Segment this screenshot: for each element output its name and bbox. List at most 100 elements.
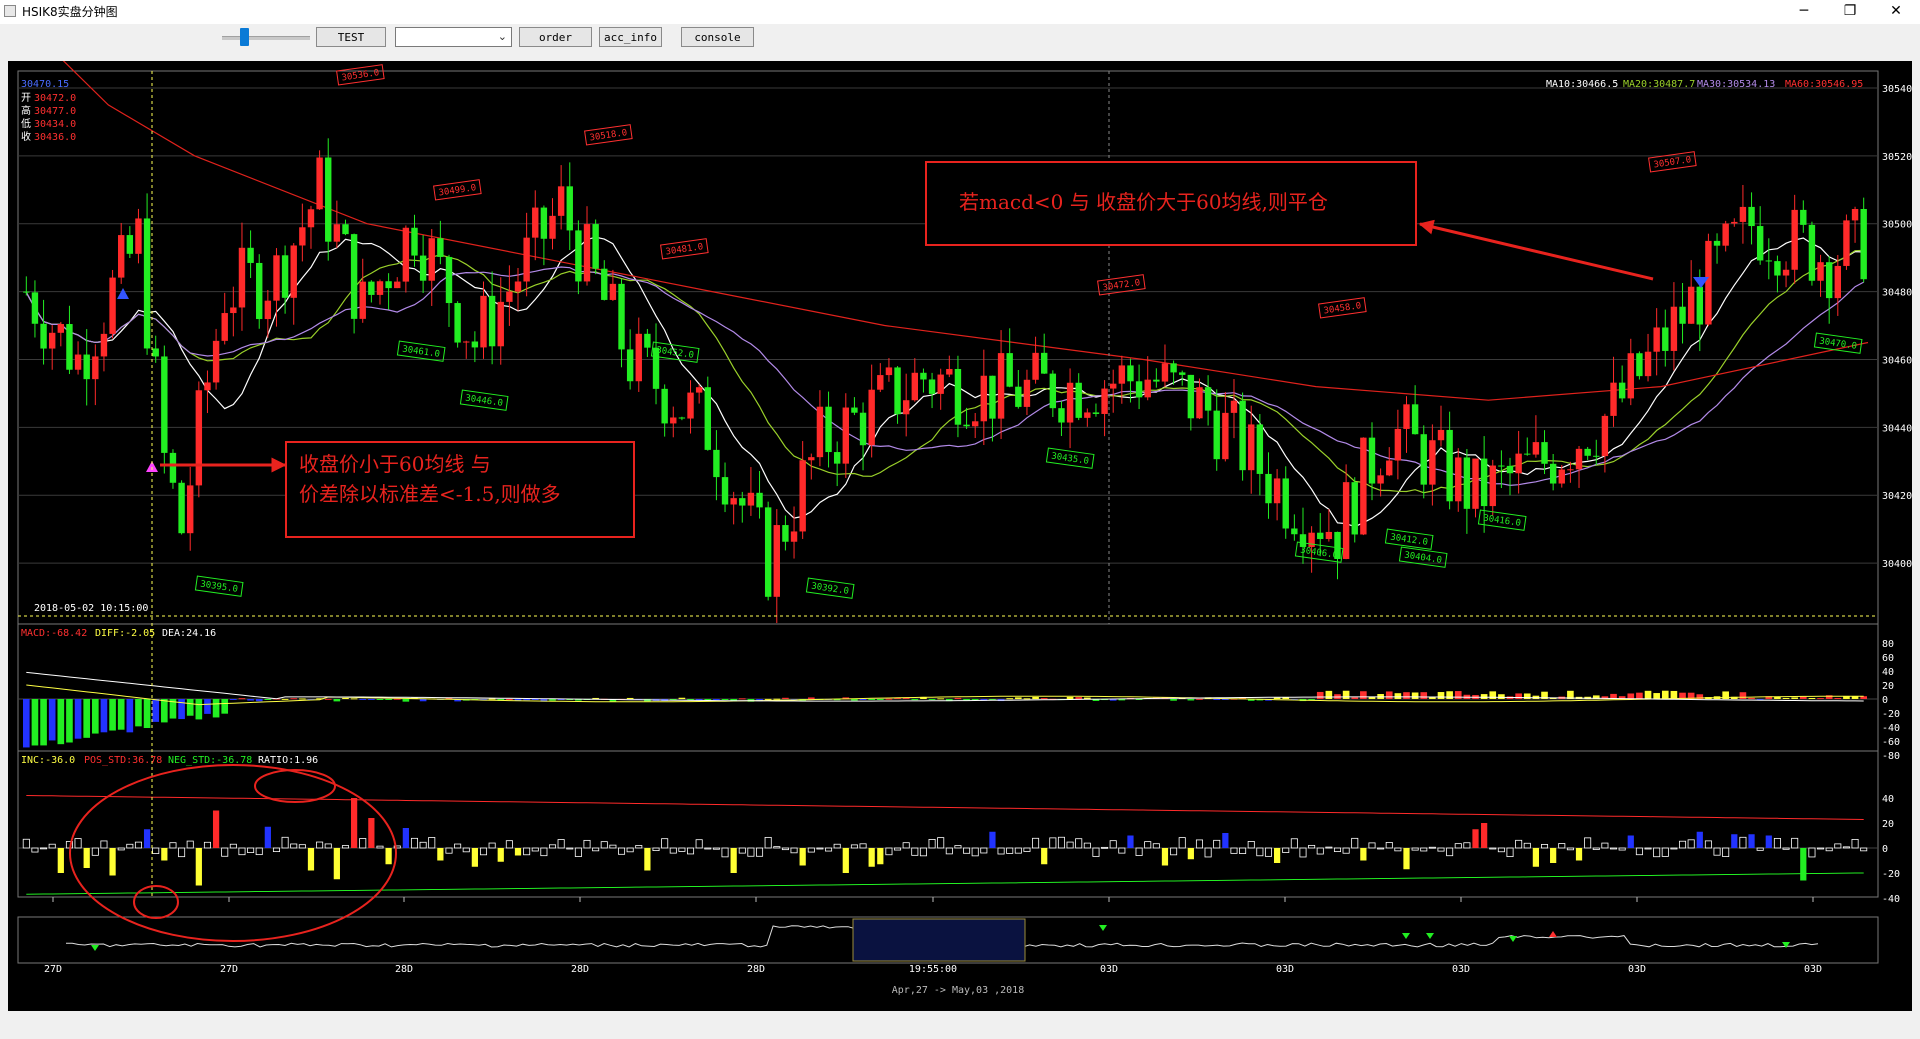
speed-slider-thumb[interactable] (240, 28, 249, 46)
low-price-tag-text: 30412.0 (1390, 533, 1429, 548)
macd-bar (143, 699, 151, 729)
macd-bar (255, 699, 263, 702)
candle-body (946, 368, 953, 375)
macd-bar (1541, 691, 1548, 699)
macd-bar (1774, 696, 1781, 699)
macd-bar (1196, 698, 1203, 700)
candle-body (299, 227, 306, 246)
console-button[interactable]: console (681, 27, 754, 47)
candle-body (1299, 534, 1307, 547)
overview-selection[interactable] (852, 918, 1026, 962)
inc-bar (1428, 846, 1436, 849)
macd-bar (1765, 696, 1773, 699)
inc-bar (419, 841, 427, 849)
dea-line (26, 671, 1864, 702)
inc-bar (100, 840, 108, 849)
inc-bar (203, 841, 211, 849)
candle-body (118, 235, 125, 278)
macd-bar (1360, 691, 1367, 699)
inc-bar (669, 847, 677, 854)
macd-bar (971, 699, 979, 701)
macd-bar (1670, 690, 1678, 699)
high-price-tag-text: 30481.0 (665, 242, 704, 257)
close-button[interactable]: ✕ (1890, 3, 1902, 19)
candle-body (971, 421, 979, 427)
candle-body (195, 390, 203, 486)
candle-body (325, 157, 332, 242)
macd-tick-label: 40 (1882, 667, 1894, 678)
high-price-tag: 30499.0 (433, 179, 482, 201)
candle-body (1662, 327, 1669, 351)
time-tick-label: 03D (1276, 964, 1294, 975)
inc-bar (773, 846, 781, 849)
diff-line (26, 684, 1864, 706)
inc-bar (885, 847, 893, 856)
candle-body (1411, 404, 1419, 435)
candle-body (1420, 434, 1427, 485)
inc-bar (1808, 847, 1816, 858)
candle-body (963, 424, 970, 427)
inc-bar (825, 847, 833, 852)
macd-bar (247, 699, 254, 701)
sell-annotation-text: 若macd<0 与 收盘价大于60均线,则平仓 (959, 190, 1328, 214)
inc-bar (1653, 847, 1661, 858)
inc-bar (272, 847, 280, 853)
candle-body (445, 256, 453, 304)
inc-bar (963, 847, 971, 854)
price-tick-label: 30420 (1882, 491, 1912, 502)
inc-bar (1497, 847, 1505, 853)
macd-bar (738, 698, 746, 700)
macd-bar (695, 699, 703, 701)
inc-bar (1222, 833, 1229, 848)
inc-bar (505, 840, 513, 849)
candle-body (885, 367, 893, 376)
candle-body (799, 460, 806, 532)
inc-bar (324, 843, 332, 849)
sell-arrow (1418, 219, 1654, 281)
macd-bar (324, 698, 332, 700)
candle-body (40, 323, 47, 349)
candle-body (592, 224, 599, 269)
inc-bar (1135, 847, 1143, 856)
order-button[interactable]: order (519, 27, 592, 47)
macd-bar (773, 698, 781, 700)
candle-body (342, 224, 349, 235)
candle-body (1705, 240, 1712, 325)
candle-body (428, 238, 435, 281)
chart-area[interactable]: 30470.15 开 30472.0 高 30477.0 低 30434.0 收… (8, 61, 1912, 1011)
price-tick-label: 30400 (1882, 559, 1912, 570)
inc-bar (178, 847, 186, 858)
inc-bar (902, 842, 910, 849)
inc-bar (169, 842, 177, 849)
inc-bar (376, 845, 384, 849)
inc-bar (74, 838, 82, 849)
inc-bar (609, 844, 617, 849)
close-value: 30436.0 (34, 132, 76, 143)
inc-bar (1282, 847, 1290, 853)
time-tick-label: 28D (395, 964, 413, 975)
low-price-tag-text: 30406.0 (1300, 546, 1339, 561)
inc-bar (971, 847, 979, 857)
overview-marker-icon (1402, 933, 1410, 939)
acc-info-button[interactable]: acc_info (599, 27, 662, 47)
maximize-button[interactable]: ❐ (1843, 3, 1857, 19)
inc-bar (618, 847, 626, 855)
ma60-line (62, 61, 1869, 401)
inc-bar (48, 843, 56, 849)
inc-bar (919, 847, 927, 857)
inc-bar (212, 810, 220, 848)
speed-slider-track[interactable] (222, 36, 310, 40)
macd-bar (178, 699, 185, 720)
macd-bar (1618, 696, 1626, 699)
candle-body (1817, 262, 1824, 281)
candle-body (695, 387, 703, 393)
candle-body (1731, 221, 1738, 224)
symbol-select[interactable]: ⌄ (395, 27, 512, 47)
candle-body (247, 247, 254, 263)
test-button[interactable]: TEST (316, 27, 386, 47)
macd-tick-label: 20 (1882, 681, 1894, 692)
inc-bar (652, 847, 660, 852)
candle-body (1101, 388, 1108, 414)
minimize-button[interactable]: ─ (1799, 3, 1809, 19)
candle-body (1541, 442, 1548, 464)
